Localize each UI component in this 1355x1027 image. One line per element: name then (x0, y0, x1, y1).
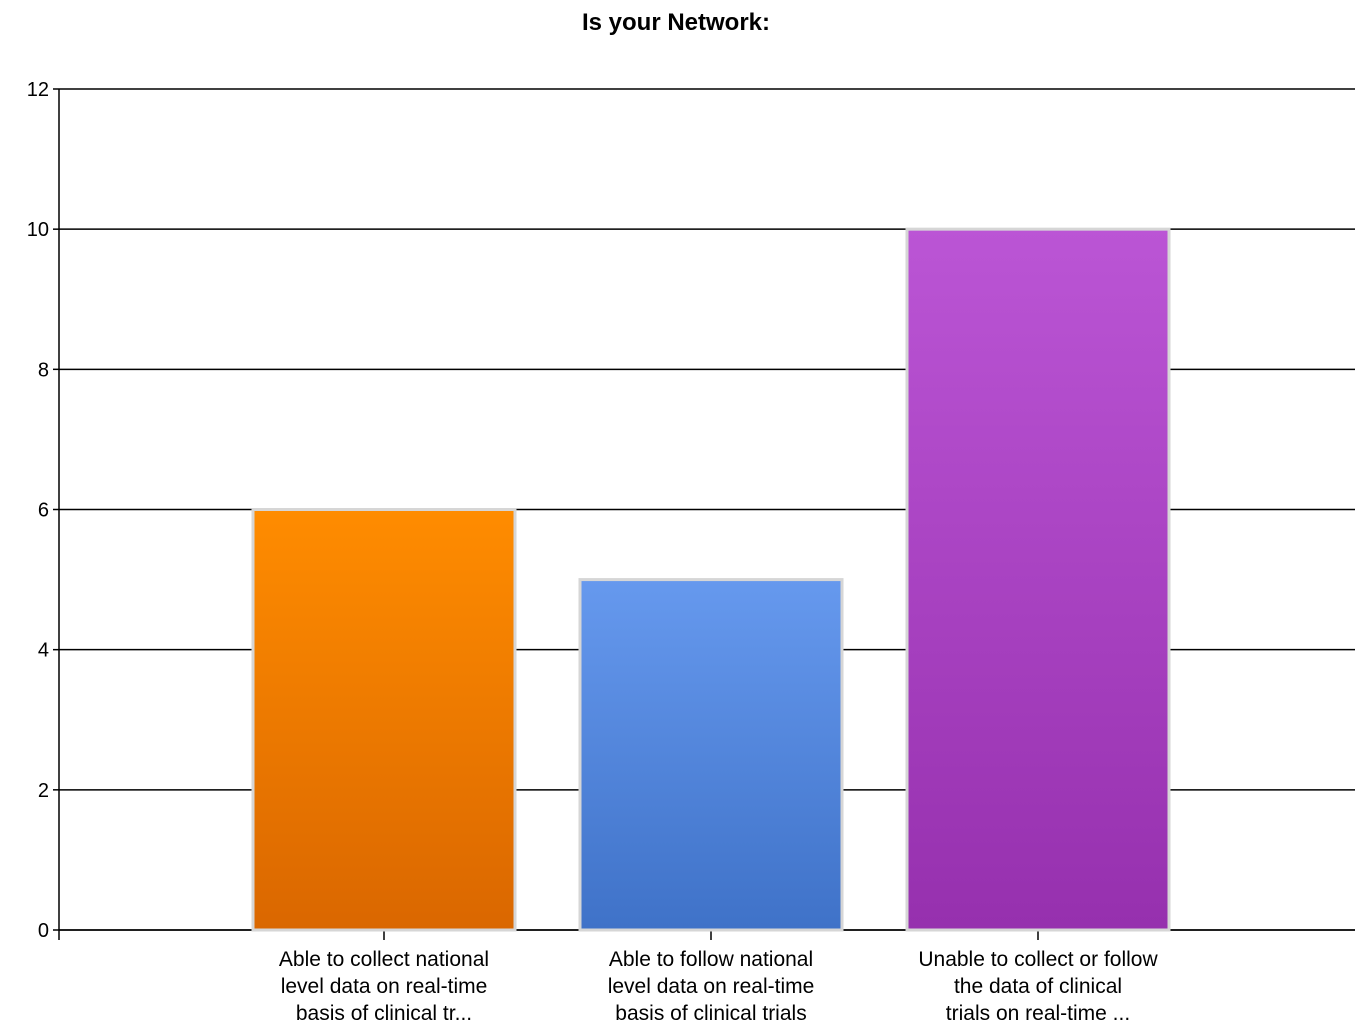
category-labels: Able to collect national level data on re… (279, 948, 1159, 1025)
y-tick-label: 4 (38, 640, 49, 662)
x-tick-label: Able to collect national level data on re… (279, 948, 489, 1025)
y-tick-label: 8 (38, 359, 49, 381)
bars (251, 227, 1171, 932)
y-tick-label: 2 (38, 780, 49, 802)
y-tick-label: 10 (27, 219, 49, 241)
bar (251, 508, 517, 932)
chart-title: Is your Network: (582, 9, 770, 36)
x-tick-label: Unable to collect or follow the data of c… (918, 948, 1158, 1025)
y-tick-label: 12 (27, 79, 49, 101)
y-tick-label: 6 (38, 500, 49, 522)
y-tick-label: 0 (38, 920, 49, 942)
bar (578, 578, 844, 932)
x-tick-label: Able to follow national level data on rea… (608, 948, 815, 1025)
bar (905, 227, 1171, 932)
